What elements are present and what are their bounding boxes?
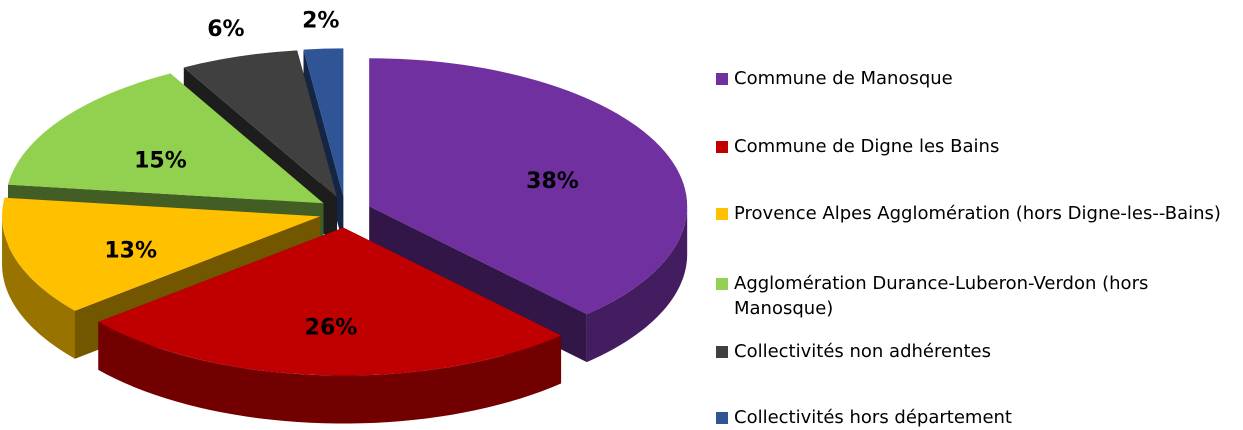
legend-label: Collectivités non adhérentes — [734, 341, 991, 362]
legend-label: Commune de Digne les Bains — [734, 136, 1000, 157]
data-label: 6% — [207, 17, 244, 42]
legend-label: Collectivités hors département — [734, 407, 1012, 428]
legend-item: Collectivités hors département — [716, 405, 1226, 430]
data-label: 38% — [526, 169, 579, 194]
legend-swatch — [716, 208, 728, 220]
legend-item: Provence Alpes Agglomération (hors Digne… — [716, 201, 1226, 226]
data-label: 2% — [302, 9, 339, 34]
slice — [2, 197, 321, 311]
legend-label: Commune de Manosque — [734, 68, 953, 89]
slice — [303, 48, 344, 197]
data-label: 13% — [104, 239, 157, 264]
legend-swatch — [716, 73, 728, 85]
legend-item: Commune de Manosque — [716, 66, 1226, 91]
legend-swatch — [716, 141, 728, 153]
slice-wall — [586, 206, 688, 363]
data-label: 15% — [134, 148, 187, 173]
slice — [98, 227, 562, 376]
data-label: 26% — [305, 316, 358, 341]
legend-swatch — [716, 412, 728, 424]
legend-swatch — [716, 346, 728, 358]
slice — [8, 73, 324, 204]
legend-item: Agglomération Durance-Luberon-Verdon (ho… — [716, 271, 1226, 321]
legend-label: Provence Alpes Agglomération (hors Digne… — [734, 203, 1221, 224]
slice — [183, 50, 337, 198]
slice — [369, 58, 688, 315]
legend-swatch — [716, 278, 728, 290]
legend-item: Collectivités non adhérentes — [716, 339, 1226, 364]
chart: 38% 26% 13% 15% 6% 2% — [2, 9, 688, 424]
legend-label: Agglomération Durance-Luberon-Verdon (ho… — [734, 273, 1149, 319]
slice-wall — [98, 321, 562, 424]
legend-item: Commune de Digne les Bains — [716, 134, 1226, 159]
slice-wall — [2, 216, 76, 359]
